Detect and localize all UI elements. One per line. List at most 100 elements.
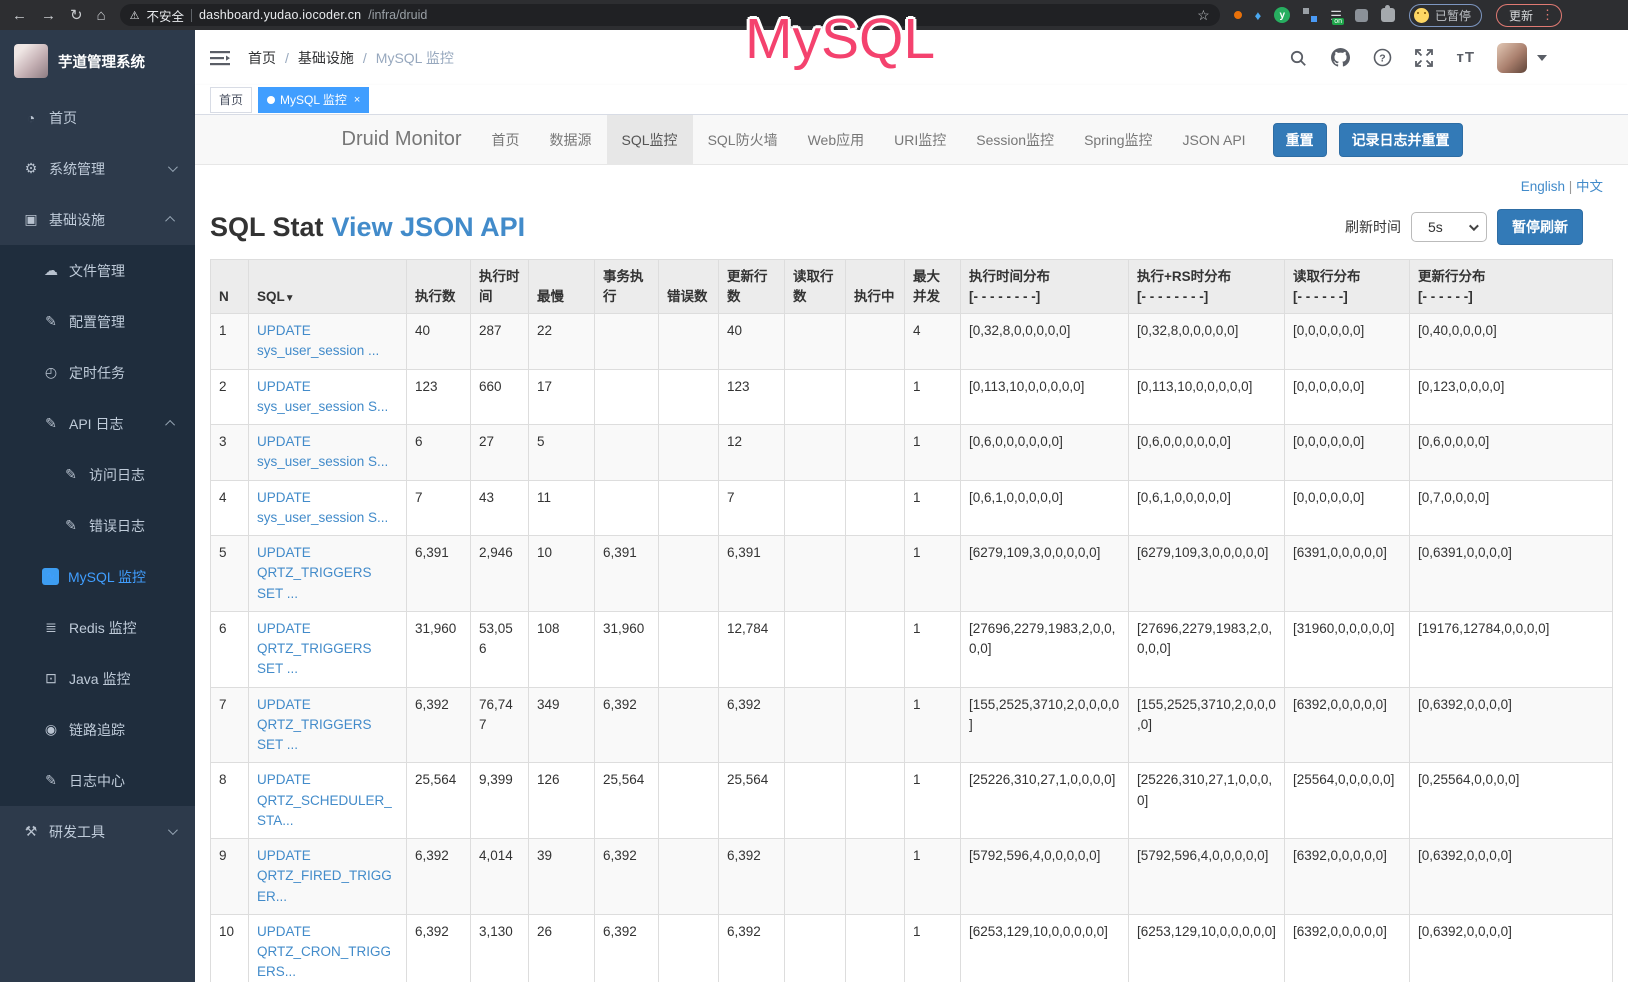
extension-gray-icon[interactable] [1354, 8, 1368, 22]
help-icon[interactable]: ? [1372, 48, 1392, 68]
sidebar-item-api-log[interactable]: ✎ API 日志 [0, 398, 195, 449]
sidebar-item-label: 定时任务 [69, 364, 125, 381]
user-avatar[interactable] [1497, 42, 1527, 73]
view-json-api-link[interactable]: View JSON API [331, 211, 526, 242]
hamburger-icon[interactable] [210, 50, 230, 66]
breadcrumb-infra[interactable]: 基础设施 [297, 49, 354, 66]
druid-nav-datasource[interactable]: 数据源 [549, 131, 592, 148]
extension-squares-icon[interactable] [1303, 8, 1318, 22]
druid-nav-json-api[interactable]: JSON API [1182, 131, 1246, 148]
sidebar-item-config[interactable]: ✎ 配置管理 [0, 296, 195, 347]
sql-detail-link[interactable]: UPDATE QRTZ_CRON_TRIGGERS... [257, 923, 392, 980]
bookmark-star-icon[interactable]: ☆ [1197, 6, 1210, 23]
sidebar-item-trace[interactable]: ◉ 链路追踪 [0, 704, 195, 755]
reload-icon[interactable]: ↻ [70, 6, 83, 24]
col-header-fetch-rows[interactable]: 读取行数 [784, 258, 846, 315]
extensions-puzzle-icon[interactable] [1380, 5, 1395, 22]
druid-nav-webapp[interactable]: Web应用 [807, 131, 865, 148]
back-icon[interactable]: ← [12, 6, 27, 24]
fullscreen-icon[interactable] [1414, 48, 1434, 68]
col-header-exec-time[interactable]: 执行时间 [470, 258, 529, 315]
breadcrumb-home[interactable]: 首页 [248, 49, 276, 66]
font-size-icon[interactable]: тT [1456, 49, 1475, 66]
col-header-errors[interactable]: 错误数 [658, 258, 719, 315]
sidebar-item-file[interactable]: ☁ 文件管理 [0, 245, 195, 296]
druid-nav-wall[interactable]: SQL防火墙 [707, 131, 778, 148]
sql-detail-link[interactable]: UPDATE QRTZ_TRIGGERS SET ... [257, 545, 372, 601]
col-header-slowest[interactable]: 最慢 [528, 258, 595, 315]
col-header-exec-rs-dist[interactable]: 执行+RS时分布 [- - - - - - - -] [1128, 258, 1285, 315]
sidebar-item-redis[interactable]: ≣ Redis 监控 [0, 602, 195, 653]
sidebar-item-mysql[interactable]: ∿ MySQL 监控 [0, 551, 195, 602]
sql-detail-link[interactable]: UPDATE QRTZ_TRIGGERS SET ... [257, 696, 372, 753]
profile-paused-badge[interactable]: 已暂停 [1408, 3, 1482, 27]
home-icon[interactable]: ⌂ [96, 6, 106, 24]
sql-detail-link[interactable]: UPDATE QRTZ_TRIGGERS SET ... [257, 620, 372, 677]
sql-detail-link[interactable]: UPDATE sys_user_session S... [257, 378, 389, 414]
col-header-n[interactable]: N [210, 258, 249, 315]
col-header-max-concurrent[interactable]: 最大并发 [904, 258, 961, 315]
sidebar-item-devtools[interactable]: ⚒ 研发工具 [0, 806, 195, 857]
app-logo [14, 44, 48, 78]
sql-detail-link[interactable]: UPDATE QRTZ_FIRED_TRIGGER... [257, 848, 392, 904]
tag-mysql[interactable]: MySQL 监控 × [258, 86, 370, 113]
search-icon[interactable] [1288, 48, 1308, 68]
sidebar-item-java[interactable]: ⊡ Java 监控 [0, 653, 195, 704]
close-icon[interactable]: × [353, 93, 361, 106]
druid-nav-spring[interactable]: Spring监控 [1084, 131, 1153, 148]
log-and-reset-button[interactable]: 记录日志并重置 [1338, 122, 1463, 157]
sidebar-item-access-log[interactable]: ✎ 访问日志 [0, 449, 195, 500]
github-icon[interactable] [1330, 48, 1350, 68]
sql-detail-link[interactable]: UPDATE QRTZ_SCHEDULER_STA... [257, 772, 392, 828]
refresh-interval-select[interactable]: 5s [1411, 212, 1487, 242]
col-header-exec-count[interactable]: 执行数 [406, 258, 471, 315]
security-label[interactable]: 不安全 [146, 9, 185, 24]
druid-brand[interactable]: Druid Monitor [341, 128, 462, 150]
col-header-running[interactable]: 执行中 [845, 258, 905, 315]
col-header-update-row-dist[interactable]: 更新行分布 [- - - - - -] [1409, 258, 1613, 315]
sidebar-item-job[interactable]: ◴ 定时任务 [0, 347, 195, 398]
extension-list-icon[interactable]: ☰ on [1330, 7, 1345, 25]
forward-icon[interactable]: → [41, 6, 56, 24]
browser-menu-icon[interactable]: ⋮ [1540, 7, 1554, 22]
sidebar-item-infra[interactable]: ▣ 基础设施 [0, 194, 195, 245]
sidebar-item-system[interactable]: ⚙ 系统管理 [0, 143, 195, 194]
cell-exec-rs-dist: [0,6,1,0,0,0,0,0] [1128, 479, 1285, 537]
cell-exec-count: 123 [406, 368, 471, 426]
reset-button[interactable]: 重置 [1272, 122, 1327, 157]
druid-nav-uri[interactable]: URI监控 [894, 131, 947, 148]
browser-update-button[interactable]: 更新 ⋮ [1495, 3, 1562, 27]
pause-refresh-button[interactable]: 暂停刷新 [1497, 209, 1583, 245]
sidebar-item-log-center[interactable]: ✎ 日志中心 [0, 755, 195, 806]
cell-row-number: 9 [210, 838, 249, 915]
tag-home[interactable]: 首页 [210, 86, 253, 113]
url-path: /infra/druid [368, 8, 428, 22]
col-header-sql[interactable]: SQL▼ [248, 258, 407, 315]
address-bar[interactable]: ⚠ 不安全 dashboard.yudao.iocoder.cn/infra/d… [119, 4, 1220, 26]
extension-donut-icon[interactable] [1233, 11, 1242, 19]
col-header-update-rows[interactable]: 更新行数 [718, 258, 785, 315]
sidebar-logo-row[interactable]: 芋道管理系统 [0, 30, 195, 92]
lang-english-link[interactable]: English [1520, 179, 1565, 194]
druid-page-content: English | 中文 SQL Stat View JSON API 刷新时间 … [195, 165, 1628, 982]
druid-nav-home[interactable]: 首页 [491, 131, 520, 148]
lang-chinese-link[interactable]: 中文 [1576, 179, 1603, 194]
cell-errors [658, 838, 719, 915]
col-header-tx-exec[interactable]: 事务执行 [594, 258, 659, 315]
extension-green-icon[interactable]: y [1274, 7, 1291, 23]
user-menu-caret-icon[interactable] [1537, 54, 1547, 61]
sql-detail-link[interactable]: UPDATE sys_user_session S... [257, 434, 389, 470]
druid-nav-session[interactable]: Session监控 [976, 131, 1055, 148]
cell-tx-exec [594, 479, 659, 537]
extension-gem-icon[interactable]: ♦ [1254, 7, 1262, 23]
sidebar-item-error-log[interactable]: ✎ 错误日志 [0, 500, 195, 551]
sql-detail-link[interactable]: UPDATE sys_user_session S... [257, 489, 389, 525]
sql-detail-link[interactable]: UPDATE sys_user_session ... [257, 323, 380, 359]
cell-update-row-dist: [19176,12784,0,0,0,0] [1409, 610, 1613, 688]
sidebar-item-home[interactable]: ◔ 首页 [0, 92, 195, 143]
col-header-exec-time-dist[interactable]: 执行时间分布 [- - - - - - - -] [960, 258, 1129, 315]
cell-errors [658, 424, 719, 481]
druid-nav-sql[interactable]: SQL监控 [606, 115, 693, 164]
cell-update-row-dist: [0,6,0,0,0,0] [1409, 424, 1613, 481]
col-header-fetch-row-dist[interactable]: 读取行分布 [- - - - - -] [1284, 258, 1410, 315]
